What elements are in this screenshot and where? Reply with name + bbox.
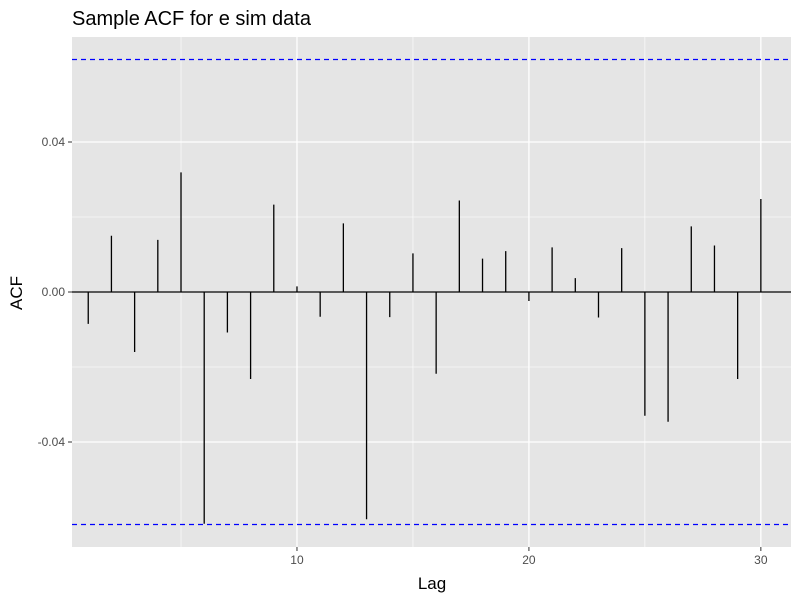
y-tick-label: -0.04 [38,435,66,449]
chart-title: Sample ACF for e sim data [72,8,312,30]
y-tick-label: 0.00 [42,285,66,299]
x-tick-label: 30 [754,553,768,567]
y-axis-label: ACF [7,276,26,310]
x-tick-label: 20 [522,553,536,567]
x-axis-label: Lag [418,574,446,593]
plot-area: 10 20 30 0.04 0.00 -0.04 [38,37,791,567]
x-tick-label: 10 [290,553,304,567]
y-tick-label: 0.04 [42,135,66,149]
